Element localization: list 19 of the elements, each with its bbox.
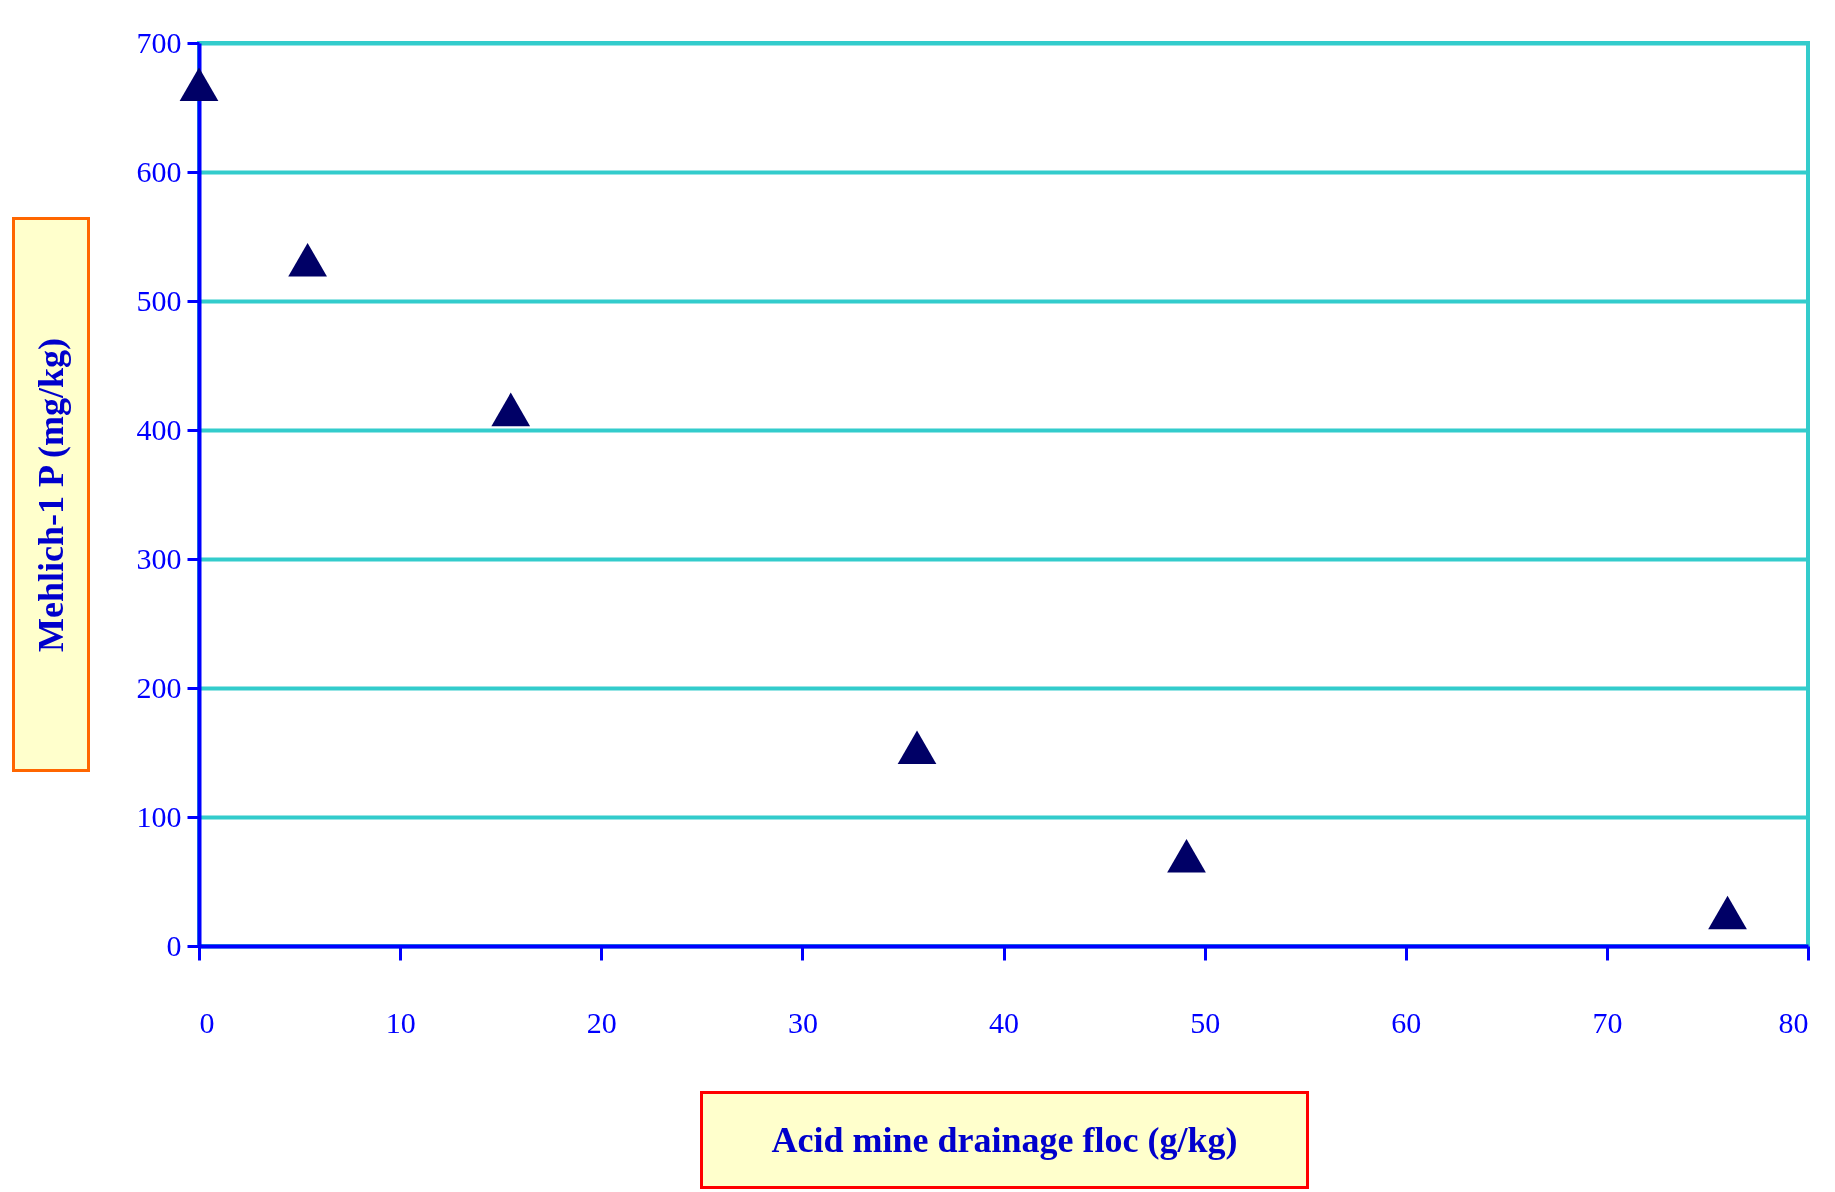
y-tick-label: 200: [136, 670, 182, 704]
y-axis-title: Mehlich-1 P (mg/kg): [30, 337, 72, 652]
x-tick-label: 40: [989, 1005, 1019, 1039]
x-tick-label: 0: [199, 1005, 215, 1039]
y-tick-label: 100: [136, 799, 182, 833]
x-tick-label: 30: [787, 1005, 818, 1039]
y-tick-label: 500: [136, 283, 182, 317]
y-tick-label: 700: [136, 25, 182, 59]
x-tick-label: 80: [1778, 1005, 1809, 1039]
y-tick-label: 600: [136, 154, 182, 188]
x-tick-label: 20: [586, 1005, 617, 1039]
x-tick-label: 50: [1190, 1005, 1221, 1039]
x-axis-title: Acid mine drainage floc (g/kg): [771, 1119, 1238, 1161]
x-tick-label: 10: [385, 1005, 416, 1039]
y-tick-label: 400: [136, 412, 182, 446]
x-tick-label: 70: [1592, 1005, 1623, 1039]
x-tick-label: 60: [1391, 1005, 1422, 1039]
y-tick-label: 300: [136, 541, 182, 575]
y-tick-label: 0: [166, 928, 182, 962]
